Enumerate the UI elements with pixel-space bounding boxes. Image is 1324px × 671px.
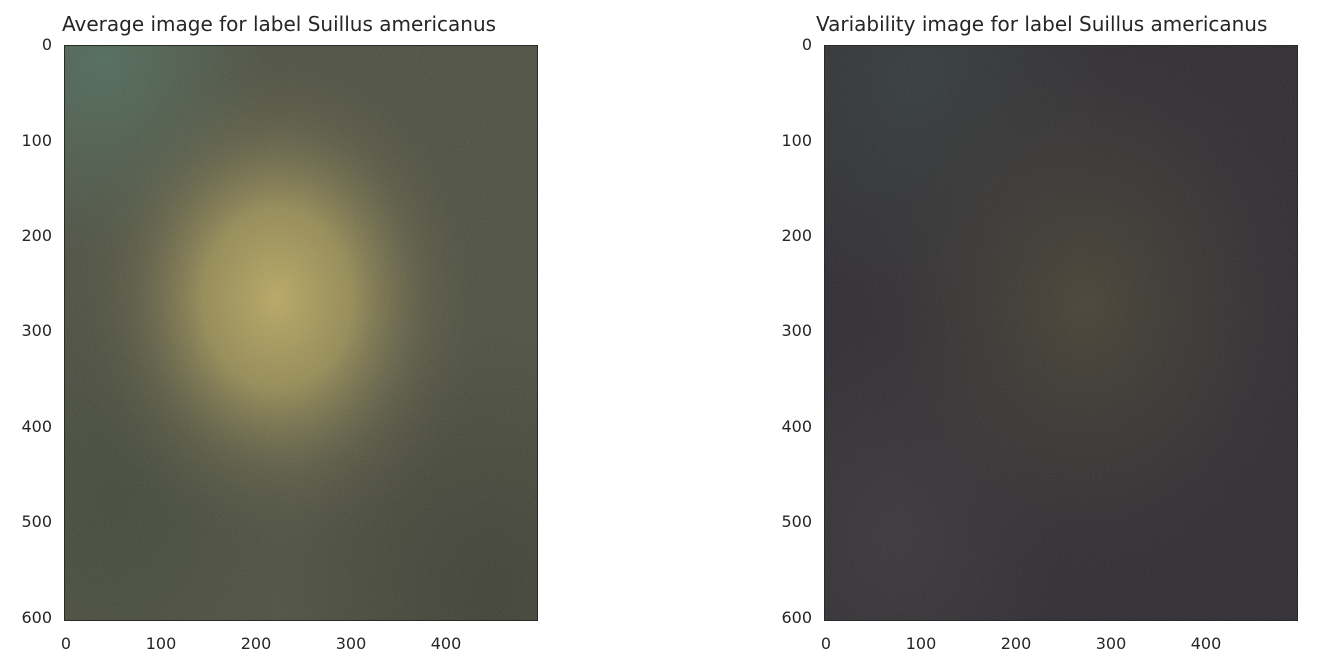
x-tick: 100 bbox=[145, 634, 177, 653]
y-tick: 100 bbox=[781, 131, 812, 150]
y-tick: 600 bbox=[781, 608, 812, 627]
y-tick: 300 bbox=[781, 321, 812, 340]
x-tick: 400 bbox=[1190, 634, 1222, 653]
average-image bbox=[65, 46, 537, 620]
y-tick: 500 bbox=[781, 512, 812, 531]
variability-image bbox=[825, 46, 1297, 620]
x-tick: 200 bbox=[1000, 634, 1032, 653]
y-tick: 100 bbox=[21, 131, 52, 150]
x-tick: 400 bbox=[430, 634, 462, 653]
average-image-plot bbox=[64, 45, 538, 621]
y-tick: 400 bbox=[781, 417, 812, 436]
y-tick: 200 bbox=[781, 226, 812, 245]
x-tick: 200 bbox=[240, 634, 272, 653]
x-tick: 300 bbox=[335, 634, 367, 653]
x-tick: 0 bbox=[820, 634, 832, 653]
y-tick: 500 bbox=[21, 512, 52, 531]
y-tick: 300 bbox=[21, 321, 52, 340]
y-tick: 600 bbox=[21, 608, 52, 627]
x-tick: 0 bbox=[60, 634, 72, 653]
y-tick: 400 bbox=[21, 417, 52, 436]
x-tick: 300 bbox=[1095, 634, 1127, 653]
panel-title: Variability image for label Suillus amer… bbox=[816, 12, 1268, 36]
x-tick: 100 bbox=[905, 634, 937, 653]
y-tick: 0 bbox=[801, 35, 812, 54]
y-tick: 0 bbox=[41, 35, 52, 54]
panel-title: Average image for label Suillus american… bbox=[62, 12, 497, 36]
y-tick: 200 bbox=[21, 226, 52, 245]
average-image-panel: Average image for label Suillus american… bbox=[0, 0, 660, 671]
variability-image-panel: Variability image for label Suillus amer… bbox=[760, 0, 1324, 671]
variability-image-plot bbox=[824, 45, 1298, 621]
